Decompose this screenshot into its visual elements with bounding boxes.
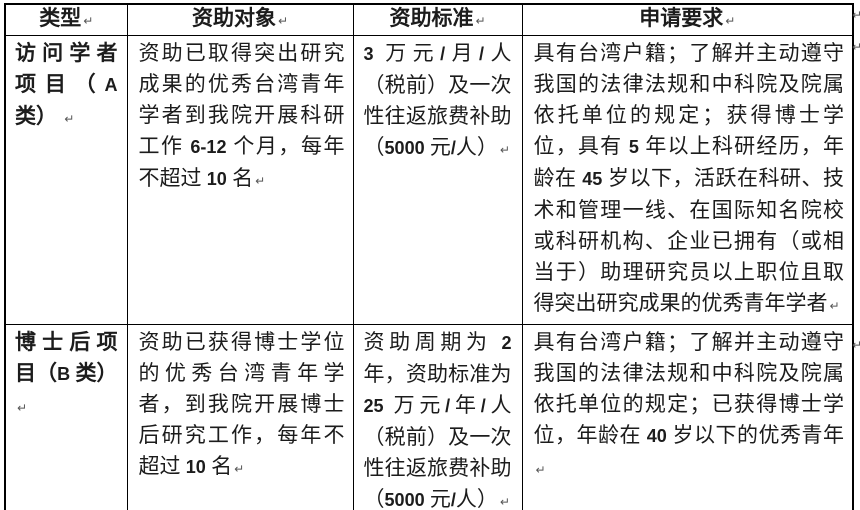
paragraph-mark-icon: ↵ [17, 401, 28, 415]
cell-requirements-b: 具有台湾户籍；了解并主动遵守我国的法律法规和中科院及院属依托单位的规定；已获得博… [521, 324, 854, 510]
header-cell-standard: 资助标准 ↵ [352, 3, 523, 36]
header-cell-requirements: 申请要求 ↵ [521, 3, 854, 36]
header-cell-type: 类型 ↵ [4, 3, 128, 36]
funding-table: 类型 ↵ 资助对象 ↵ 资助标准 ↵ 申请要求 ↵ 访问学者项目（A 类） ↵ 资助已取… [4, 3, 854, 510]
cell-standard-a: 3 万元/月/人（税前）及一次性往返旅费补助（5000 元/人） ↵ [352, 35, 523, 325]
header-cell-target: 资助对象 ↵ [126, 3, 354, 36]
table-row-visiting-scholar: 访问学者项目（A 类） ↵ 资助已取得突出研究成果的优秀台湾青年学者到我院开展科… [4, 35, 854, 325]
cell-text: 资助已获得博士学位的优秀台湾青年学者，到我院开展博士后研究工作，每年不超过 10… [138, 330, 345, 478]
paragraph-mark-icon: ↵ [475, 14, 486, 28]
cell-target-a: 资助已取得突出研究成果的优秀台湾青年学者到我院开展科研工作 6-12 个月，每年… [126, 35, 354, 325]
paragraph-mark-icon: ↵ [255, 174, 266, 188]
paragraph-mark-icon: ↵ [64, 112, 75, 126]
header-row: 类型 ↵ 资助对象 ↵ 资助标准 ↵ 申请要求 ↵ [4, 3, 854, 36]
cell-requirements-a: 具有台湾户籍；了解并主动遵守我国的法律法规和中科院及院属依托单位的规定；获得博士… [521, 35, 854, 325]
paragraph-mark-icon: ↵ [234, 462, 245, 476]
cell-text: 资助已取得突出研究成果的优秀台湾青年学者到我院开展科研工作 6-12 个月，每年… [138, 41, 345, 190]
cell-text: 具有台湾户籍；了解并主动遵守我国的法律法规和中科院及院属依托单位的规定；已获得博… [533, 330, 845, 447]
table-row-postdoc: 博士后项目（B 类） ↵ 资助已获得博士学位的优秀台湾青年学者，到我院开展博士后研… [4, 324, 854, 510]
paragraph-mark-icon: ↵ [277, 14, 289, 28]
paragraph-mark-icon: ↵ [499, 495, 510, 509]
cell-text: 具有台湾户籍；了解并主动遵守我国的法律法规和中科院及院属依托单位的规定；获得博士… [533, 41, 845, 315]
cell-text: 博士后项目（B 类） [15, 330, 118, 385]
paragraph-mark-icon: ↵ [535, 463, 546, 477]
paragraph-mark-icon: ↵ [725, 14, 736, 28]
row-end-mark-icon: ↵ [852, 40, 860, 54]
cell-type-a: 访问学者项目（A 类） ↵ [4, 35, 128, 325]
row-end-mark-icon: ↵ [852, 8, 860, 22]
row-end-mark-icon: ↵ [852, 338, 860, 352]
paragraph-mark-icon: ↵ [499, 143, 510, 157]
cell-text: 访问学者项目（A 类） [15, 41, 118, 128]
paragraph-mark-icon: ↵ [829, 299, 840, 313]
cell-type-b: 博士后项目（B 类） ↵ [4, 324, 128, 510]
header-label-standard: 资助标准 [389, 6, 474, 30]
paragraph-mark-icon: ↵ [83, 14, 94, 28]
header-label-type: 类型 [39, 6, 82, 30]
header-label-target: 资助对象 [191, 6, 276, 30]
cell-text: 资助周期为 2 年，资助标准为 25 万元/年/人（税前）及一次性往返旅费补助（… [363, 330, 512, 510]
cell-text: 3 万元/月/人（税前）及一次性往返旅费补助（5000 元/人） [363, 41, 512, 159]
cell-target-b: 资助已获得博士学位的优秀台湾青年学者，到我院开展博士后研究工作，每年不超过 10… [126, 324, 354, 510]
header-label-requirements: 申请要求 [639, 6, 724, 30]
cell-standard-b: 资助周期为 2 年，资助标准为 25 万元/年/人（税前）及一次性往返旅费补助（… [352, 324, 523, 510]
